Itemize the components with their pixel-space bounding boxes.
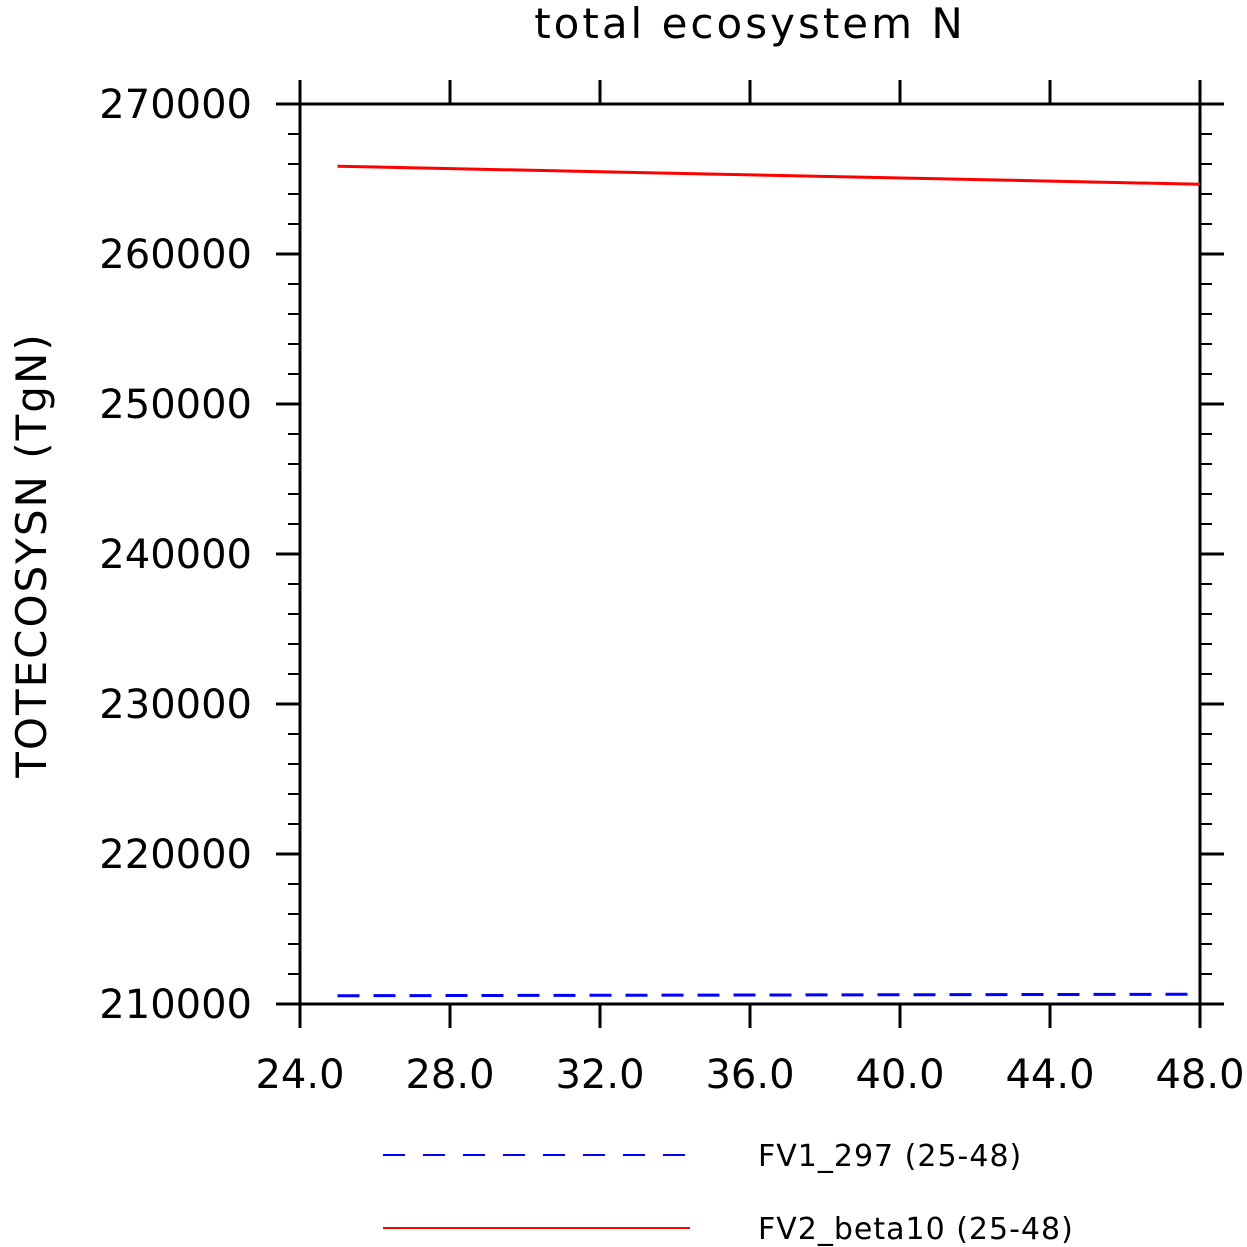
series-lines xyxy=(337,164,1201,998)
y-tick-label: 270000 xyxy=(99,82,252,128)
axis-ticks xyxy=(276,80,1224,1028)
y-tick-label: 250000 xyxy=(99,382,252,428)
x-tick-label: 40.0 xyxy=(855,1052,944,1098)
x-tick-label: 36.0 xyxy=(705,1052,794,1098)
x-tick-label: 44.0 xyxy=(1005,1052,1094,1098)
y-tick-label: 210000 xyxy=(99,982,252,1028)
chart-title: total ecosystem N xyxy=(534,0,966,48)
x-tick-labels: 24.0 28.0 32.0 36.0 40.0 44.0 48.0 xyxy=(255,1052,1244,1098)
legend-label: FV2_beta10 (25-48) xyxy=(758,1212,1074,1247)
y-axis-label: TOTECOSYSN (TgN) xyxy=(7,332,56,779)
y-tick-label: 220000 xyxy=(99,832,252,878)
legend-label: FV1_297 (25-48) xyxy=(758,1139,1022,1174)
y-tick-labels: 210000 220000 230000 240000 250000 260000 2700… xyxy=(99,82,252,1028)
series-line xyxy=(337,992,1201,998)
y-tick-label: 260000 xyxy=(99,232,252,278)
y-tick-label: 240000 xyxy=(99,532,252,578)
plot-frame xyxy=(298,102,1202,1006)
x-tick-label: 24.0 xyxy=(255,1052,344,1098)
legend: FV1_297 (25-48) FV2_beta10 (25-48) xyxy=(383,1139,1074,1247)
x-tick-label: 28.0 xyxy=(405,1052,494,1098)
x-tick-label: 32.0 xyxy=(555,1052,644,1098)
y-tick-label: 230000 xyxy=(99,682,252,728)
x-tick-label: 48.0 xyxy=(1155,1052,1244,1098)
series-line xyxy=(337,164,1201,186)
